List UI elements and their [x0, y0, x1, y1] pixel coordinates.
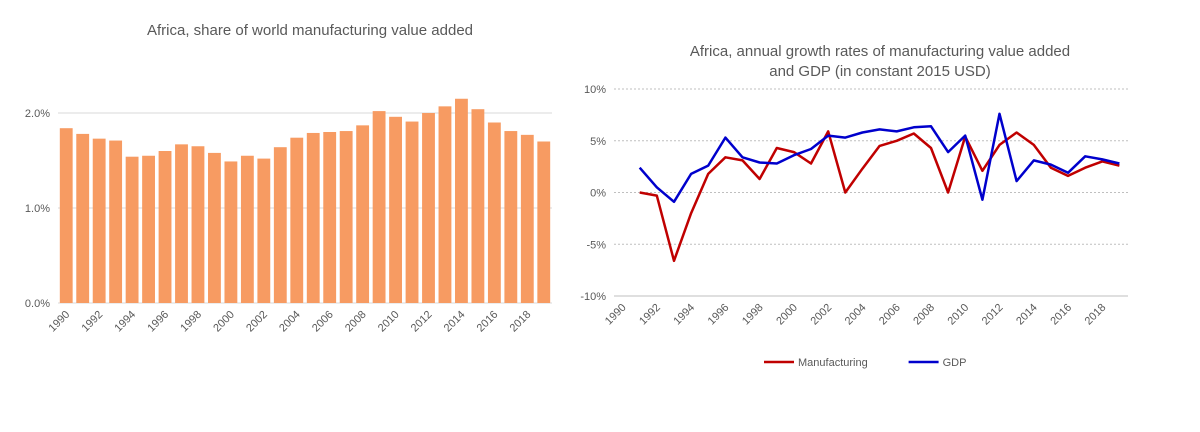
- bar: [455, 98, 468, 303]
- x-tick-label: 2010: [946, 302, 972, 328]
- bar: [76, 133, 90, 303]
- bar: [339, 131, 353, 303]
- x-tick-label: 2018: [1083, 302, 1109, 328]
- x-tick-label: 1990: [603, 302, 629, 328]
- x-tick-label: 1996: [706, 302, 732, 328]
- bar: [125, 156, 139, 303]
- bar: [158, 151, 172, 303]
- bar: [389, 116, 402, 303]
- y-tick-label: 0%: [590, 188, 606, 200]
- bar: [191, 146, 205, 303]
- x-tick-label: 1998: [740, 302, 766, 328]
- y-tick-label: 2.0%: [25, 108, 50, 120]
- bar: [537, 141, 551, 303]
- bar: [405, 121, 419, 303]
- bar: [487, 122, 501, 303]
- legend-label-manufacturing: Manufacturing: [798, 357, 868, 369]
- x-tick-label: 1994: [671, 302, 697, 328]
- bar: [372, 111, 386, 303]
- x-tick-label: 2004: [843, 302, 869, 328]
- x-tick-label: 2012: [980, 302, 1006, 328]
- series-line-gdp: [638, 112, 1120, 204]
- legend-label-gdp: GDP: [943, 357, 967, 369]
- bar: [208, 152, 221, 303]
- bar: [323, 132, 337, 303]
- chart2-title: Africa, annual growth rates of manufactu…: [600, 42, 1160, 82]
- chart1-title: Africa, share of world manufacturing val…: [146, 22, 473, 39]
- y-tick-label: 1.0%: [25, 203, 50, 215]
- bar: [520, 134, 534, 303]
- bar: [356, 125, 370, 303]
- x-tick-label: 2002: [808, 302, 834, 328]
- bar: [273, 147, 287, 303]
- x-tick-label: 2008: [911, 302, 937, 328]
- bar: [109, 140, 123, 303]
- bar: [59, 128, 73, 303]
- bar: [92, 138, 106, 303]
- y-tick-label: -5%: [586, 239, 606, 251]
- bar: [438, 106, 452, 303]
- x-tick-label: 1992: [637, 302, 663, 328]
- share-bar-chart: 0.0%1.0%2.0%1990 1992 1994 1996 1998 2000 2002…: [25, 98, 552, 334]
- bar: [257, 158, 271, 303]
- chart2-title-line2: and GDP (in constant 2015 USD): [769, 63, 991, 80]
- bar: [422, 113, 435, 303]
- series-line-manufacturing: [639, 130, 1120, 263]
- y-tick-label: -10%: [580, 291, 606, 303]
- bar: [240, 155, 254, 303]
- bar: [504, 131, 518, 303]
- bar: [142, 155, 155, 303]
- x-tick-label: 2000: [774, 302, 800, 328]
- y-tick-label: 10%: [584, 84, 606, 96]
- x-tick-label: 2016: [1048, 302, 1074, 328]
- y-tick-label: 0.0%: [25, 298, 50, 310]
- chart2-title-line1: Africa, annual growth rates of manufactu…: [689, 43, 1071, 60]
- x-tick-label: 2006: [877, 302, 903, 328]
- x-tick-label: 2014: [1014, 302, 1040, 328]
- bar: [290, 137, 304, 303]
- bar: [224, 161, 238, 303]
- y-tick-label: 5%: [590, 136, 606, 148]
- bar: [471, 109, 485, 303]
- bar: [175, 144, 188, 303]
- bar: [306, 132, 320, 303]
